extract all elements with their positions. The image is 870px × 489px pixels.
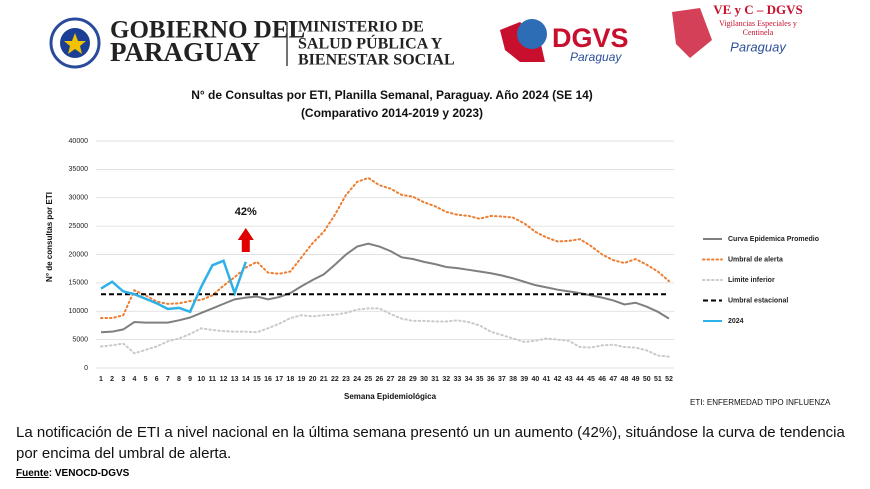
x-tick-label: 29 (409, 376, 417, 383)
series-line (100, 307, 670, 358)
note: ETI: ENFERMEDAD TIPO INFLUENZA (690, 398, 831, 407)
x-tick-label: 40 (531, 376, 539, 383)
dgvs-sub: Paraguay (570, 50, 622, 64)
x-tick-label: 26 (376, 376, 384, 383)
x-tick-label: 20 (309, 376, 317, 383)
x-tick-label: 32 (442, 376, 450, 383)
x-tick-label: 24 (353, 376, 361, 383)
x-tick-label: 5 (144, 376, 148, 383)
y-tick-label: 0 (84, 365, 88, 372)
x-tick-label: 27 (387, 376, 395, 383)
body-text: La notificación de ETI a nivel nacional … (16, 424, 845, 462)
x-tick-label: 44 (576, 376, 584, 383)
x-tick-label: 2 (110, 376, 114, 383)
legend-label: Limite inferior (728, 277, 775, 284)
vec-sub2: Centinela (743, 28, 774, 37)
x-tick-label: 12 (220, 376, 228, 383)
source-text: : VENOCD-DGVS (48, 468, 130, 479)
x-tick-label: 43 (565, 376, 573, 383)
chart-subtitle: (Comparativo 2014-2019 y 2023) (301, 106, 483, 120)
x-tick-label: 16 (264, 376, 272, 383)
legend-label: Umbral estacional (728, 297, 788, 304)
x-tick-label: 9 (188, 376, 192, 383)
x-tick-label: 10 (197, 376, 205, 383)
x-tick-label: 45 (587, 376, 595, 383)
x-tick-label: 22 (331, 376, 339, 383)
x-tick-label: 48 (621, 376, 629, 383)
x-tick-label: 42 (554, 376, 562, 383)
dgvs-globe (517, 19, 547, 49)
series-line (100, 242, 670, 334)
x-tick-label: 19 (298, 376, 306, 383)
legend-label: Umbral de alerta (728, 256, 783, 263)
x-tick-label: 14 (242, 376, 250, 383)
x-tick-label: 15 (253, 376, 261, 383)
x-tick-label: 34 (465, 376, 473, 383)
x-tick-label: 11 (209, 376, 217, 383)
x-tick-label: 18 (286, 376, 294, 383)
x-tick-label: 39 (520, 376, 528, 383)
y-tick-label: 5000 (72, 336, 88, 343)
x-tick-label: 13 (231, 376, 239, 383)
x-tick-label: 41 (543, 376, 551, 383)
seal-star (64, 33, 86, 54)
x-tick-label: 47 (609, 376, 617, 383)
x-tick-label: 30 (420, 376, 428, 383)
x-tick-label: 4 (132, 376, 136, 383)
x-tick-label: 46 (598, 376, 606, 383)
y-tick-label: 25000 (69, 223, 89, 230)
gov-line2: PARAGUAY (110, 37, 260, 67)
y-tick-label: 10000 (69, 308, 89, 315)
x-tick-label: 50 (643, 376, 651, 383)
ministry-2: SALUD PÚBLICA Y (298, 34, 443, 53)
ministry-3: BIENESTAR SOCIAL (298, 52, 455, 69)
x-tick-label: 52 (665, 376, 673, 383)
x-tick-label: 49 (632, 376, 640, 383)
ministry-1: MINISTERIO DE (298, 19, 424, 36)
y-tick-label: 35000 (69, 166, 89, 173)
x-tick-label: 38 (509, 376, 517, 383)
y-tick-label: 20000 (69, 251, 89, 258)
annotation-arrow (237, 228, 254, 252)
vec-sub1: Vigilancias Especiales y (719, 19, 797, 28)
y-tick-label: 40000 (69, 138, 89, 145)
x-tick-label: 37 (498, 376, 506, 383)
dgvs: DGVS (552, 23, 629, 53)
x-axis-label: Semana Epidemiológica (344, 392, 437, 401)
annotation: 42% (235, 206, 257, 218)
vec-title: VE y C – DGVS (713, 2, 803, 17)
x-tick-label: 17 (275, 376, 283, 383)
x-tick-label: 25 (364, 376, 372, 383)
source: Fuente: VENOCD-DGVS (16, 468, 129, 479)
x-tick-label: 6 (155, 376, 159, 383)
x-tick-label: 23 (342, 376, 350, 383)
legend-label: 2024 (728, 318, 744, 325)
x-tick-label: 28 (398, 376, 406, 383)
x-tick-label: 33 (453, 376, 461, 383)
x-tick-label: 21 (320, 376, 328, 383)
chart: GOBIERNO DEL PARAGUAY MINISTERIO DE SALU… (45, 2, 831, 407)
x-tick-label: 51 (654, 376, 662, 383)
y-axis-label: N° de consultas por ETI (45, 192, 54, 282)
x-tick-label: 36 (487, 376, 495, 383)
vec-sub3: Paraguay (730, 39, 787, 54)
x-tick-label: 3 (121, 376, 125, 383)
chart-title: N° de Consultas por ETI, Planilla Semana… (191, 88, 593, 102)
x-tick-label: 31 (431, 376, 439, 383)
vec-map (672, 8, 712, 58)
gov-line1: GOBIERNO DEL (110, 17, 305, 44)
legend-label: Curva Epidemica Promedio (728, 236, 819, 243)
y-tick-label: 15000 (69, 280, 89, 287)
x-tick-label: 1 (99, 376, 103, 383)
y-tick-label: 30000 (69, 195, 89, 202)
x-tick-label: 35 (476, 376, 484, 383)
series-line (100, 259, 247, 314)
x-tick-label: 7 (166, 376, 170, 383)
x-tick-label: 8 (177, 376, 181, 383)
source-label: Fuente (16, 468, 49, 479)
